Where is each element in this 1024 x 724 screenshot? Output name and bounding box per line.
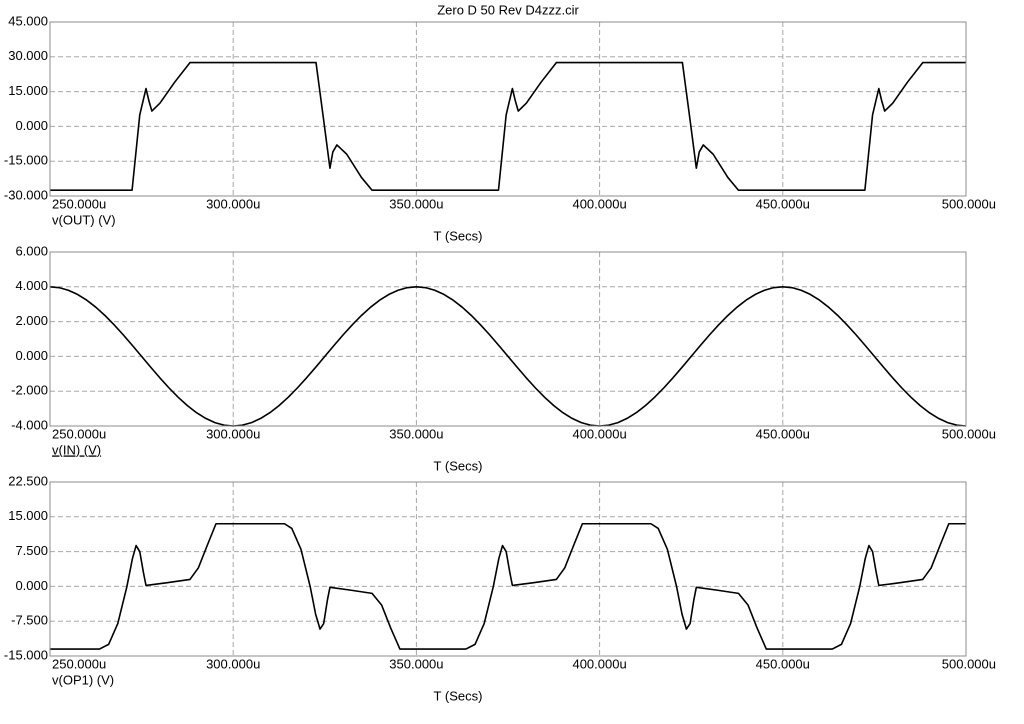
x-tick-label: 350.000u (389, 656, 443, 671)
y-tick-label: 4.000 (15, 278, 48, 293)
chart-title: Zero D 50 Rev D4zzz.cir (437, 2, 579, 17)
y-tick-label: 30.000 (8, 48, 48, 63)
series-line (49, 286, 967, 427)
plot-frame (49, 21, 967, 197)
x-tick-label: 300.000u (206, 426, 260, 441)
y-tick-label: 22.500 (8, 473, 48, 488)
y-tick-label: 6.000 (15, 243, 48, 258)
y-tick-label: 15.000 (8, 508, 48, 523)
plot-frame (49, 251, 967, 427)
y-tick-label: -7.500 (11, 613, 48, 628)
y-tick-label: 15.000 (8, 83, 48, 98)
y-tick-label: 0.000 (15, 348, 48, 363)
y-tick-label: 0.000 (15, 118, 48, 133)
x-tick-label: 450.000u (756, 426, 810, 441)
x-tick-label: 450.000u (756, 656, 810, 671)
x-tick-label: 250.000u (52, 656, 106, 671)
x-tick-label: 500.000u (942, 196, 996, 211)
x-tick-label: 250.000u (52, 196, 106, 211)
x-tick-label: 400.000u (572, 426, 626, 441)
y-tick-label: -30.000 (4, 187, 48, 202)
x-tick-label: 350.000u (389, 196, 443, 211)
x-tick-label: 350.000u (389, 426, 443, 441)
x-tick-label: 500.000u (942, 656, 996, 671)
plot-frame (49, 481, 967, 657)
y-tick-label: 45.000 (8, 13, 48, 28)
y-tick-label: -4.000 (11, 417, 48, 432)
series-line (50, 61, 966, 191)
x-tick-label: 400.000u (572, 656, 626, 671)
series-label: v(IN) (V) (52, 442, 101, 457)
x-tick-label: 400.000u (572, 196, 626, 211)
y-tick-label: 0.000 (15, 578, 48, 593)
x-axis-label: T (Secs) (434, 228, 483, 243)
x-tick-label: 300.000u (206, 656, 260, 671)
y-tick-label: -15.000 (4, 153, 48, 168)
x-tick-label: 500.000u (942, 426, 996, 441)
series-line (50, 522, 966, 650)
x-axis-label: T (Secs) (434, 688, 483, 703)
series-label: v(OP1) (V) (52, 672, 114, 687)
y-tick-label: 7.500 (15, 543, 48, 558)
x-tick-label: 250.000u (52, 426, 106, 441)
y-tick-label: -15.000 (4, 647, 48, 662)
x-tick-label: 300.000u (206, 196, 260, 211)
series-label: v(OUT) (V) (52, 212, 116, 227)
x-axis-label: T (Secs) (434, 458, 483, 473)
y-tick-label: -2.000 (11, 383, 48, 398)
x-tick-label: 450.000u (756, 196, 810, 211)
y-tick-label: 2.000 (15, 313, 48, 328)
